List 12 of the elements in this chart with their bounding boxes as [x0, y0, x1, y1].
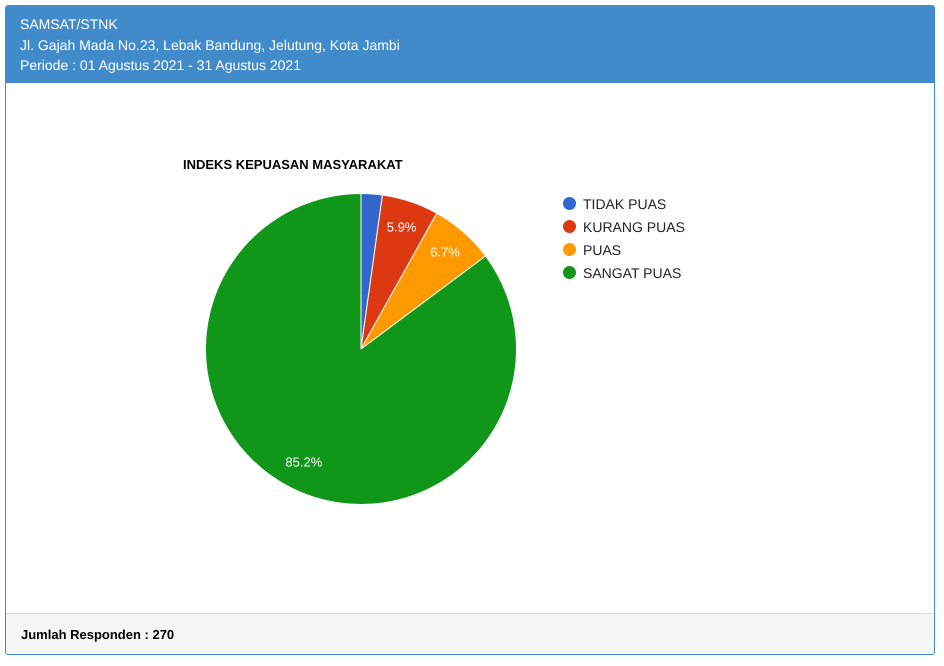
legend-label: KURANG PUAS [583, 218, 685, 234]
text: Jl. Gajah Mada No.23, Lebak Bandung, Jelutung, Kota Jambi [20, 36, 401, 55]
text: Jumlah Responden : 270 [6, 613, 934, 654]
legend-label: PUAS [583, 242, 622, 258]
data-label: 85.2% [285, 454, 323, 470]
legend-label: TIDAK PUAS [583, 196, 666, 212]
legend-label: SANGAT PUAS [583, 264, 682, 280]
data-label: 6.7% [430, 244, 460, 260]
data-label: 5.9% [386, 220, 417, 235]
text: SAMSAT/STNK [20, 15, 119, 34]
text: Periode : 01 Agustus 2021 - 31 Agustus 2021 [20, 56, 302, 75]
chart-title: INDEKS KEPUASAN MASYARAKAT [183, 157, 403, 172]
